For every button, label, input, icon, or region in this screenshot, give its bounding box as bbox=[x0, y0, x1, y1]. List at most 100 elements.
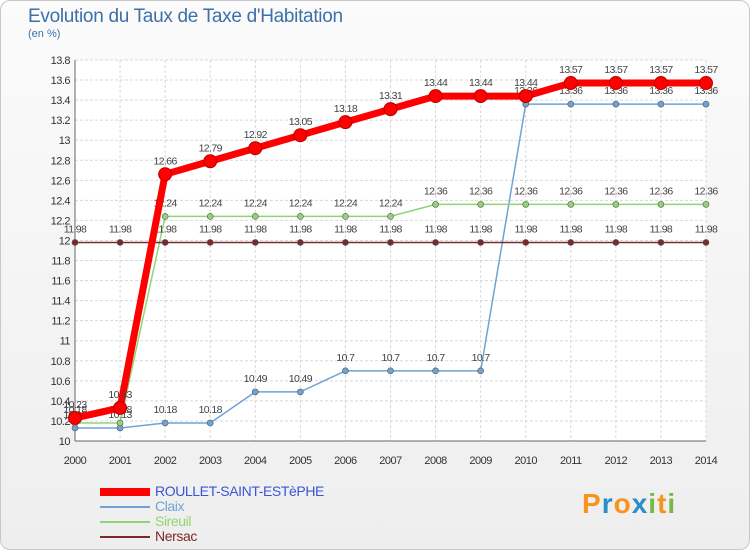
data-point-roullet-saint-est-phe bbox=[473, 89, 488, 104]
data-label-sireuil: 12.36 bbox=[469, 185, 493, 197]
data-point-roullet-saint-est-phe bbox=[699, 76, 713, 91]
logo-letter: o bbox=[613, 488, 632, 519]
data-label-claix: 10.7 bbox=[427, 352, 446, 364]
y-tick-label: 13.8 bbox=[51, 55, 71, 67]
data-label-claix: 13.36 bbox=[649, 85, 673, 97]
data-label-nersac: 11.98 bbox=[244, 223, 267, 235]
y-tick-label: 13 bbox=[59, 135, 71, 147]
x-tick-label: 2013 bbox=[650, 455, 673, 467]
data-point-nersac bbox=[116, 239, 124, 246]
data-label-sireuil: 12.36 bbox=[694, 185, 718, 197]
data-point-nersac bbox=[387, 239, 394, 246]
x-tick-label: 2010 bbox=[514, 455, 537, 467]
logo-letter: t bbox=[657, 488, 668, 519]
y-tick-label: 11.2 bbox=[51, 316, 70, 328]
y-tick-label: 11.4 bbox=[51, 296, 70, 308]
data-label-roullet-saint-est-phe: 13.44 bbox=[514, 77, 538, 89]
data-label-nersac: 11.98 bbox=[109, 223, 132, 235]
data-label-sireuil: 12.36 bbox=[424, 185, 448, 197]
y-tick-label: 12 bbox=[59, 235, 71, 247]
data-label-nersac: 11.98 bbox=[154, 223, 177, 235]
data-label-roullet-saint-est-phe: 10.33 bbox=[108, 389, 132, 401]
data-point-claix bbox=[161, 419, 169, 427]
data-point-claix bbox=[567, 100, 575, 108]
data-point-sireuil bbox=[567, 201, 575, 208]
data-label-nersac: 11.98 bbox=[695, 223, 718, 235]
x-tick-label: 2006 bbox=[334, 455, 357, 467]
data-label-roullet-saint-est-phe: 12.92 bbox=[244, 129, 268, 141]
data-label-roullet-saint-est-phe: 12.66 bbox=[154, 155, 178, 167]
data-point-roullet-saint-est-phe bbox=[518, 89, 533, 104]
y-tick-label: 10.4 bbox=[51, 396, 71, 408]
data-point-claix bbox=[297, 388, 304, 396]
x-tick-label: 2008 bbox=[424, 455, 447, 467]
y-tick-label: 12.6 bbox=[51, 175, 71, 187]
data-point-roullet-saint-est-phe bbox=[428, 89, 443, 104]
data-label-roullet-saint-est-phe: 13.44 bbox=[469, 77, 493, 89]
data-label-claix: 13.36 bbox=[604, 85, 628, 97]
data-label-sireuil: 12.36 bbox=[514, 185, 538, 197]
data-label-roullet-saint-est-phe: 13.57 bbox=[604, 64, 628, 76]
data-point-nersac bbox=[477, 239, 484, 246]
y-tick-label: 11.8 bbox=[51, 256, 70, 268]
legend-swatch bbox=[100, 487, 150, 496]
data-label-claix: 10.7 bbox=[336, 352, 355, 364]
data-label-sireuil: 12.36 bbox=[559, 185, 583, 197]
data-label-nersac: 11.98 bbox=[424, 223, 447, 235]
data-label-claix: 10.49 bbox=[289, 373, 313, 385]
data-label-sireuil: 12.36 bbox=[649, 185, 673, 197]
data-point-nersac bbox=[71, 239, 79, 246]
legend-label: Nersac bbox=[155, 528, 197, 544]
legend-item: ROULLET-SAINT-ESTèPHE bbox=[100, 484, 324, 499]
data-point-sireuil bbox=[342, 213, 349, 220]
data-point-claix bbox=[702, 100, 710, 108]
data-point-sireuil bbox=[522, 201, 530, 208]
data-point-sireuil bbox=[477, 201, 484, 208]
data-point-nersac bbox=[297, 239, 304, 246]
legend-label: Sireuil bbox=[155, 513, 192, 529]
proxiti-logo: Proxiti bbox=[582, 488, 676, 520]
x-tick-label: 2014 bbox=[695, 455, 718, 467]
legend-swatch bbox=[100, 520, 150, 523]
data-label-roullet-saint-est-phe: 13.31 bbox=[379, 90, 403, 102]
data-label-sireuil: 12.24 bbox=[199, 197, 223, 209]
legend-item: Sireuil bbox=[100, 514, 324, 529]
data-point-sireuil bbox=[702, 201, 710, 208]
data-label-nersac: 11.98 bbox=[514, 223, 537, 235]
data-point-roullet-saint-est-phe bbox=[293, 128, 308, 143]
chart-subtitle: (en %) bbox=[28, 28, 61, 40]
data-point-nersac bbox=[206, 239, 214, 246]
data-point-roullet-saint-est-phe bbox=[68, 410, 82, 425]
data-point-claix bbox=[206, 419, 214, 427]
data-point-claix bbox=[657, 100, 665, 108]
y-tick-label: 10 bbox=[59, 436, 71, 448]
data-point-roullet-saint-est-phe bbox=[563, 76, 578, 91]
y-tick-label: 12.4 bbox=[51, 195, 71, 207]
x-tick-label: 2012 bbox=[605, 455, 628, 467]
data-label-roullet-saint-est-phe: 13.57 bbox=[559, 64, 583, 76]
y-tick-label: 11 bbox=[60, 336, 71, 348]
data-point-nersac bbox=[432, 239, 439, 246]
x-tick-label: 2009 bbox=[469, 455, 492, 467]
y-tick-label: 13.6 bbox=[51, 75, 71, 87]
data-point-nersac bbox=[567, 239, 575, 246]
data-point-claix bbox=[342, 367, 349, 375]
data-label-nersac: 11.98 bbox=[289, 223, 312, 235]
data-label-roullet-saint-est-phe: 13.05 bbox=[289, 116, 313, 128]
data-label-nersac: 11.98 bbox=[469, 223, 492, 235]
data-label-nersac: 11.98 bbox=[199, 223, 222, 235]
data-label-roullet-saint-est-phe: 13.18 bbox=[334, 103, 358, 115]
x-tick-label: 2000 bbox=[64, 455, 87, 467]
data-point-claix bbox=[477, 367, 484, 375]
data-point-roullet-saint-est-phe bbox=[158, 167, 173, 182]
data-point-sireuil bbox=[387, 213, 394, 220]
x-tick-label: 2003 bbox=[199, 455, 222, 467]
data-label-claix: 13.36 bbox=[694, 85, 718, 97]
line-chart: 10 10.2 10.4 10.6 10.8 11 11.2 11.4 11.6 11.8 12 12… bbox=[51, 55, 719, 467]
data-point-nersac bbox=[657, 239, 665, 246]
data-label-roullet-saint-est-phe: 13.57 bbox=[649, 64, 673, 76]
y-tick-label: 12.2 bbox=[51, 215, 71, 227]
data-point-sireuil bbox=[161, 213, 169, 220]
y-tick-label: 12.8 bbox=[51, 155, 71, 167]
data-label-nersac: 11.98 bbox=[605, 223, 628, 235]
